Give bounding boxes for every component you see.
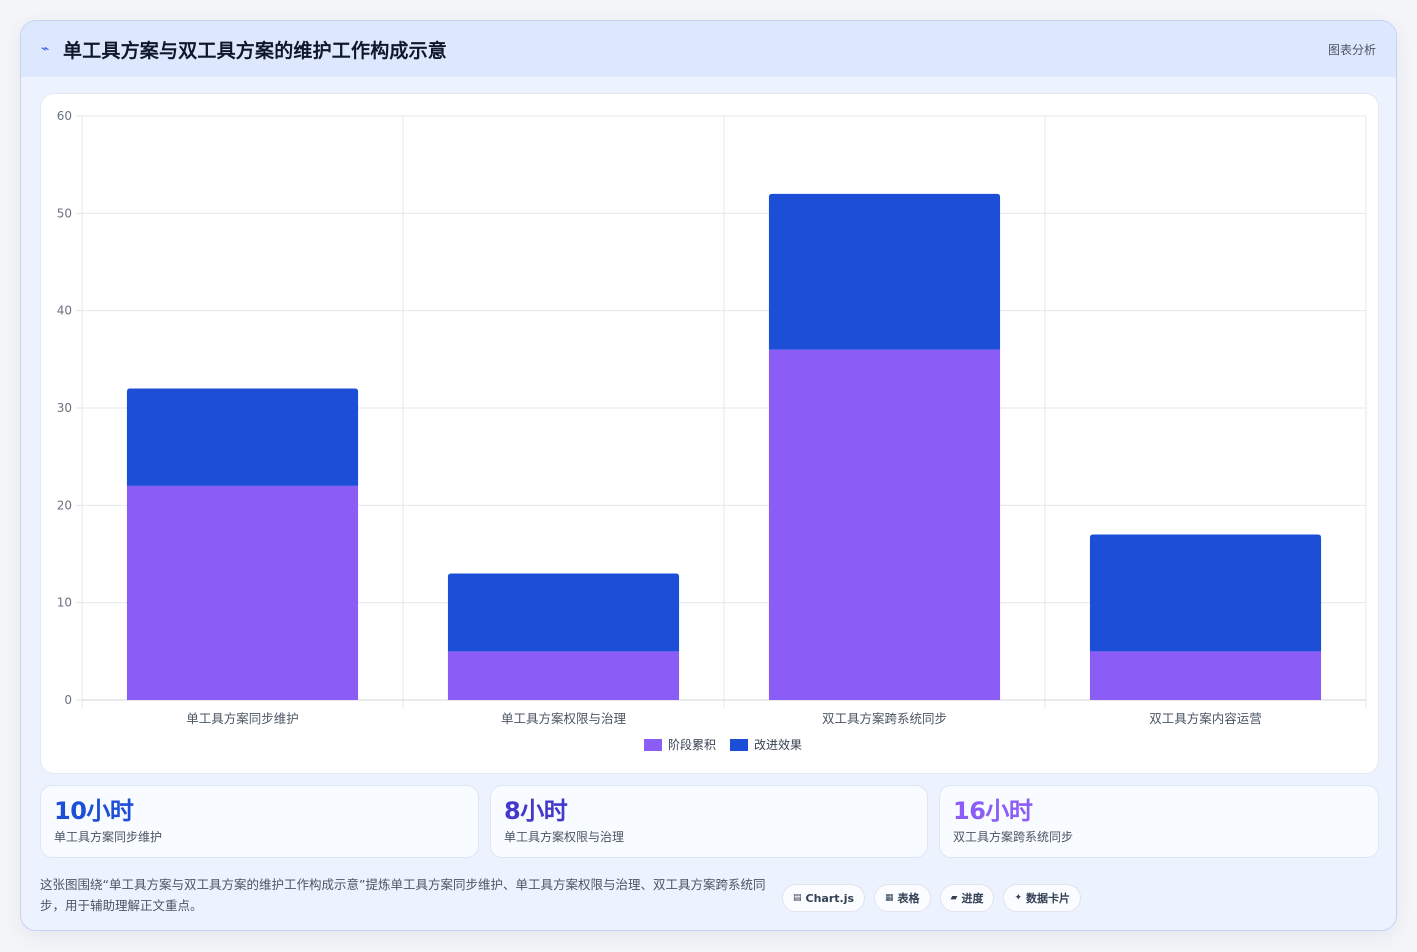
chip-label: 数据卡片: [1026, 892, 1071, 905]
chip-list: ▤ Chart.js ▦ 表格 ▰ 进度 ✦ 数据卡片: [782, 884, 1082, 912]
table-icon: ▦: [885, 893, 894, 903]
legend-label: 改进效果: [754, 737, 802, 752]
chart-panel: 0 10 20 30 40 50 60 单工具方案同步维护 单工具方案权限与治理 双工具方案跨系统…: [40, 93, 1379, 774]
bar-segment: [1089, 534, 1322, 652]
x-tick-label: 双工具方案跨系统同步: [822, 711, 947, 726]
stat-label-2: 单工具方案权限与治理: [504, 830, 625, 844]
stat-card-2: 8小时 单工具方案权限与治理: [490, 785, 928, 858]
x-tick-label: 单工具方案权限与治理: [501, 711, 627, 726]
chip-label: 进度: [961, 892, 984, 905]
chip-label: 表格: [897, 892, 920, 905]
y-tick-label: 60: [57, 109, 72, 123]
chip-table[interactable]: ▦ 表格: [874, 884, 931, 912]
bar-segment: [1089, 651, 1322, 700]
bar-segment: [447, 651, 680, 700]
header-tag: 图表分析: [1327, 43, 1376, 57]
stat-label-1: 单工具方案同步维护: [54, 830, 163, 844]
chip-label: Chart.js: [805, 891, 855, 905]
y-tick-label: 20: [57, 498, 72, 512]
chart-card: ⌁ 单工具方案与双工具方案的维护工作构成示意 图表分析 0 10 20 30 40 50 6…: [20, 20, 1397, 931]
stat-value-2: 8小时: [504, 797, 568, 825]
bar-segment: [768, 193, 1001, 350]
stat-value-1: 10小时: [54, 797, 134, 825]
stat-value-3: 16小时: [953, 797, 1033, 825]
legend-swatch: [730, 739, 748, 751]
chip-progress[interactable]: ▰ 进度: [939, 884, 995, 912]
y-tick-label: 10: [57, 596, 72, 610]
bar-segment: [768, 349, 1001, 700]
legend-label: 阶段累积: [668, 737, 716, 752]
x-tick-label: 单工具方案同步维护: [186, 711, 299, 726]
bar-segment: [126, 485, 359, 700]
x-tick-label: 双工具方案内容运营: [1149, 711, 1262, 726]
page-title: 单工具方案与双工具方案的维护工作构成示意: [63, 39, 448, 62]
chart-description: 这张图围绕“单工具方案与双工具方案的维护工作构成示意”提炼单工具方案同步维护、单…: [40, 877, 766, 913]
stat-label-3: 双工具方案跨系统同步: [953, 830, 1074, 844]
card-header: ⌁ 单工具方案与双工具方案的维护工作构成示意 图表分析: [21, 21, 1396, 77]
chart-line-icon: ⌁: [41, 41, 50, 57]
y-tick-label: 30: [57, 401, 72, 415]
bar-segment: [447, 573, 680, 652]
y-tick-label: 0: [64, 693, 72, 707]
sparkle-icon: ✦: [1014, 893, 1023, 903]
progress-icon: ▰: [950, 893, 958, 903]
stat-card-1: 10小时 单工具方案同步维护: [40, 785, 479, 858]
chip-chartjs[interactable]: ▤ Chart.js: [782, 884, 866, 912]
y-tick-label: 50: [57, 206, 72, 220]
bar-segment: [126, 388, 359, 486]
y-tick-label: 40: [57, 304, 72, 318]
stat-card-3: 16小时 双工具方案跨系统同步: [939, 785, 1379, 858]
bar-chart: 0 10 20 30 40 50 60 单工具方案同步维护 单工具方案权限与治理 双工具方案跨系统…: [57, 109, 1367, 752]
legend-swatch: [644, 739, 662, 751]
chart-icon: ▤: [793, 893, 802, 903]
chip-data-card[interactable]: ✦ 数据卡片: [1003, 884, 1082, 912]
